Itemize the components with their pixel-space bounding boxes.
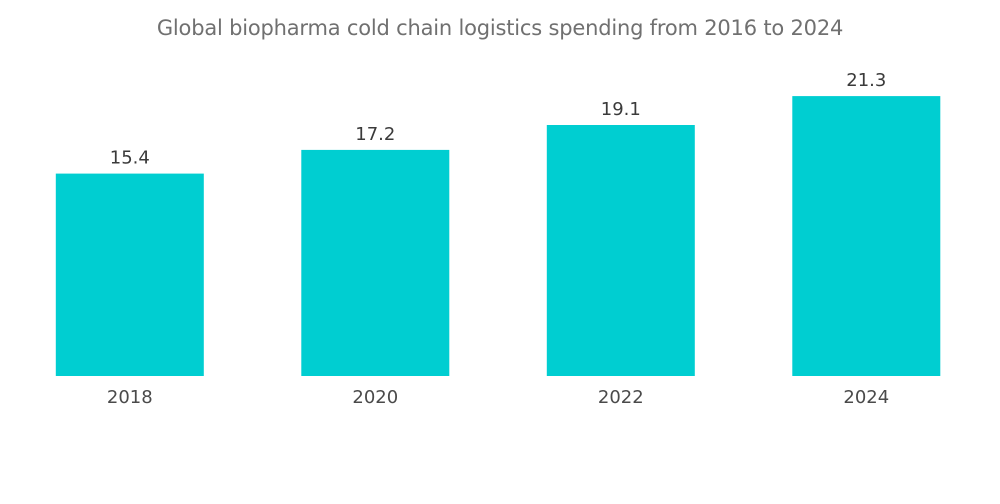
bar-2018 [55,173,204,376]
x-tick-label-2022: 2022 [598,387,644,408]
chart-title: Global biopharma cold chain logistics sp… [156,16,844,40]
bar-2020 [301,149,450,376]
x-tick-label-2018: 2018 [107,387,153,408]
value-labels-group: 15.4 17.2 19.1 21.3 [110,70,887,169]
value-label-2020: 17.2 [355,124,395,145]
bar-2022 [546,125,695,376]
value-label-2022: 19.1 [601,99,641,120]
bars-group [55,96,941,376]
x-tick-label-2024: 2024 [843,387,889,408]
x-axis-tick-labels: 2018 2020 2022 2024 [107,387,889,408]
bar-2024 [792,96,941,376]
x-tick-label-2020: 2020 [352,387,398,408]
value-label-2024: 21.3 [846,70,886,91]
value-label-2018: 15.4 [110,148,150,169]
